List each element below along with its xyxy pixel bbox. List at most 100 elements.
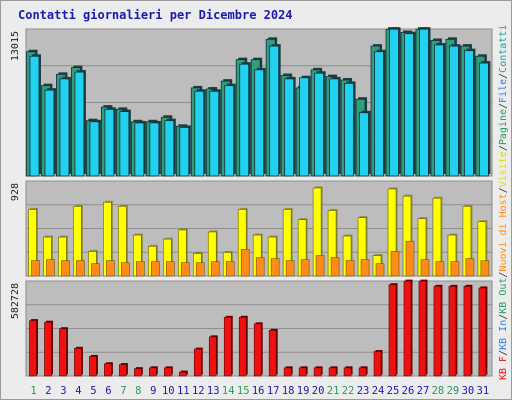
- bar-file-day-9: [149, 122, 160, 177]
- bar-host-day-27: [420, 259, 430, 277]
- bar-host-day-17: [270, 258, 280, 277]
- bar-kb-f-day-25: [388, 284, 397, 377]
- bar-file-day-26: [404, 33, 414, 177]
- bar-file-day-6: [104, 108, 115, 177]
- bar-host-day-15: [240, 249, 250, 277]
- y-axis-max-label: 928: [10, 183, 21, 201]
- x-tick-label-day-26: 26: [402, 385, 415, 397]
- bar-kb-f-day-6: [104, 363, 112, 377]
- bar-file-day-30: [464, 50, 474, 177]
- bar-file-day-10: [164, 120, 175, 177]
- bar-file-day-27: [419, 28, 429, 177]
- bar-kb-f-day-17: [268, 330, 277, 377]
- bar-file-day-23: [359, 112, 369, 177]
- bar-host-day-5: [91, 263, 100, 277]
- legend-separator: /: [498, 103, 509, 109]
- bar-host-day-16: [255, 257, 265, 277]
- x-tick-label-day-11: 11: [177, 385, 190, 397]
- bar-kb-f-day-18: [283, 367, 292, 377]
- x-tick-label-day-29: 29: [447, 385, 460, 397]
- bar-kb-f-day-16: [253, 323, 262, 377]
- bar-host-day-12: [195, 262, 205, 277]
- chart-title: Contatti giornalieri per Dicembre 2024: [18, 8, 293, 22]
- bar-file-day-2: [44, 89, 55, 177]
- bar-kb-f-day-11: [178, 371, 187, 377]
- bar-host-day-23: [360, 259, 370, 277]
- bar-host-day-11: [180, 262, 190, 277]
- x-tick-label-day-15: 15: [237, 385, 250, 397]
- bar-host-day-31: [480, 260, 490, 277]
- bar-host-day-1: [31, 260, 40, 277]
- bar-kb-f-day-3: [59, 328, 67, 377]
- bar-kb-f-day-1: [29, 320, 37, 377]
- bar-kb-f-day-21: [328, 367, 337, 377]
- x-tick-label-day-24: 24: [372, 385, 385, 397]
- bar-host-day-24: [375, 263, 385, 277]
- bar-host-day-26: [405, 240, 415, 277]
- bar-file-day-4: [74, 71, 85, 177]
- x-tick-label-day-5: 5: [90, 385, 96, 397]
- x-tick-label-day-7: 7: [120, 385, 126, 397]
- bar-file-day-12: [194, 90, 205, 177]
- x-tick-label-day-27: 27: [417, 385, 430, 397]
- bar-kb-f-day-22: [343, 367, 352, 377]
- bar-host-day-22: [345, 260, 355, 277]
- bar-host-day-28: [435, 261, 445, 277]
- x-tick-label-day-9: 9: [150, 385, 156, 397]
- bar-kb-f-day-5: [89, 356, 97, 377]
- x-tick-label-day-20: 20: [312, 385, 325, 397]
- bar-file-day-20: [314, 72, 325, 177]
- bar-kb-f-day-24: [373, 351, 382, 377]
- bar-host-day-4: [76, 260, 85, 277]
- bar-host-day-29: [450, 261, 460, 277]
- bar-file-day-8: [134, 122, 145, 177]
- y-axis-max-label: 13015: [10, 31, 21, 61]
- bar-host-day-30: [465, 258, 475, 277]
- legend-entry-pagine: Pagine: [498, 109, 509, 145]
- legend-entry-visite: Visite: [498, 151, 509, 187]
- legend: KB F/KB In/KB Out/Nuovi di Host/Visite/P…: [498, 25, 509, 380]
- x-tick-label-day-17: 17: [267, 385, 280, 397]
- bar-file-day-24: [374, 51, 384, 177]
- bar-kb-f-day-23: [358, 367, 367, 377]
- bar-file-day-22: [344, 82, 354, 177]
- bar-file-day-25: [389, 28, 399, 177]
- bar-kb-f-day-2: [44, 321, 52, 377]
- bar-host-day-3: [61, 260, 70, 277]
- bar-kb-f-day-31: [478, 287, 487, 377]
- bar-kb-f-day-12: [193, 348, 202, 377]
- x-tick-label-day-21: 21: [327, 385, 340, 397]
- x-tick-label-day-4: 4: [75, 385, 81, 397]
- x-tick-label-day-23: 23: [357, 385, 370, 397]
- bar-kb-f-day-4: [74, 347, 82, 377]
- legend-entry-kb-out: KB Out: [498, 278, 509, 314]
- x-tick-label-day-30: 30: [462, 385, 475, 397]
- bar-file-day-28: [434, 44, 444, 177]
- bar-file-day-16: [254, 69, 265, 177]
- x-tick-label-day-8: 8: [135, 385, 141, 397]
- bar-file-day-13: [209, 90, 220, 177]
- bar-kb-f-day-20: [313, 367, 322, 377]
- legend-separator: /: [498, 187, 509, 193]
- legend-separator: /: [498, 272, 509, 278]
- bar-kb-f-day-15: [238, 317, 247, 377]
- bar-kb-f-day-26: [403, 280, 412, 377]
- x-tick-label-day-6: 6: [105, 385, 111, 397]
- bar-file-day-14: [224, 85, 235, 177]
- bar-kb-f-day-19: [298, 367, 307, 377]
- legend-entry-file: File: [498, 79, 509, 103]
- bar-kb-f-day-27: [418, 280, 427, 377]
- x-tick-label-day-19: 19: [297, 385, 310, 397]
- bar-kb-f-day-28: [433, 286, 442, 377]
- bar-host-day-19: [300, 259, 310, 277]
- bar-kb-f-day-8: [134, 368, 142, 377]
- bar-file-day-31: [478, 62, 489, 177]
- x-tick-label-day-28: 28: [432, 385, 445, 397]
- legend-entry-nuovi-host: Nuovi di Host: [498, 193, 509, 271]
- bar-kb-f-day-10: [164, 367, 172, 377]
- bar-kb-f-day-9: [149, 367, 157, 377]
- bar-host-day-2: [46, 259, 55, 277]
- bar-file-day-18: [284, 78, 295, 177]
- bar-file-day-5: [89, 121, 100, 177]
